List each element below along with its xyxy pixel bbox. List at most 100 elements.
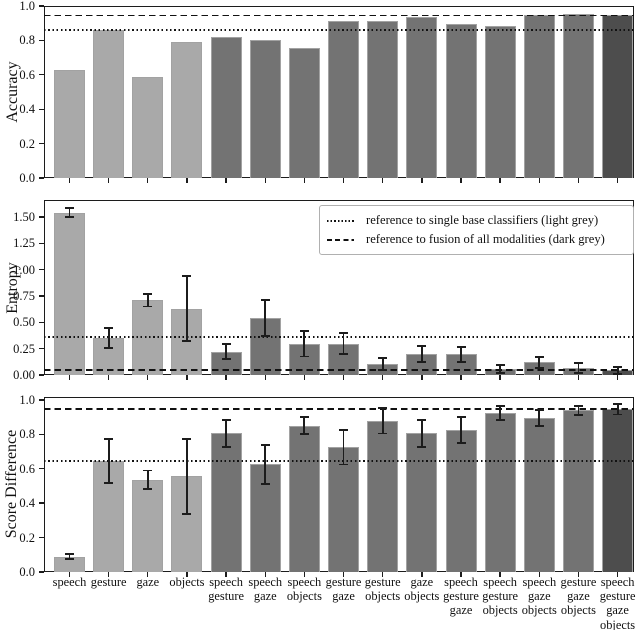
error-bar bbox=[577, 363, 580, 373]
dashed-line-sample-icon bbox=[327, 238, 354, 241]
y-tick-label: 1.0 bbox=[19, 392, 35, 407]
error-bar-cap bbox=[613, 413, 623, 416]
x-tick-mark bbox=[264, 572, 266, 577]
y-tick-label: 0.6 bbox=[19, 67, 35, 82]
x-tick-mark bbox=[68, 572, 71, 577]
x-axis-label-line: gesture bbox=[443, 589, 479, 604]
bar-gesture-gaze-objects bbox=[562, 13, 594, 178]
error-bar-cap bbox=[495, 364, 505, 366]
y-tick-mark bbox=[39, 295, 44, 297]
error-bar-cap bbox=[299, 416, 309, 419]
y-tick-label: 1.0 bbox=[19, 0, 35, 13]
bar-gaze bbox=[132, 76, 164, 178]
error-bar-cap bbox=[417, 345, 427, 347]
error-bar-cap bbox=[182, 513, 192, 516]
y-tick-mark bbox=[39, 571, 44, 573]
error-bar bbox=[381, 407, 384, 434]
y-tick-label: 1.00 bbox=[13, 262, 35, 277]
error-bar bbox=[186, 438, 188, 515]
error-bar bbox=[146, 470, 149, 490]
x-tick-mark bbox=[225, 178, 227, 183]
error-bar-cap bbox=[65, 215, 74, 218]
x-axis-label-line: speech bbox=[287, 575, 322, 589]
y-tick-mark bbox=[39, 108, 44, 110]
x-tick-mark bbox=[107, 572, 110, 577]
error-bar-cap bbox=[182, 437, 192, 440]
bar-gaze bbox=[132, 479, 164, 572]
error-bar-cap bbox=[143, 305, 153, 308]
x-tick-mark bbox=[303, 178, 306, 183]
error-bar-cap bbox=[417, 418, 427, 421]
x-axis-label-line: objects bbox=[404, 589, 440, 604]
error-bar-cap bbox=[182, 274, 192, 277]
error-bar-cap bbox=[613, 365, 623, 368]
legend-item-single-ref: reference to single base classifiers (li… bbox=[327, 211, 627, 230]
x-tick-mark bbox=[421, 572, 423, 577]
y-tick-label: 0.75 bbox=[13, 288, 35, 303]
x-axis-label-line: objects bbox=[482, 603, 518, 618]
x-tick-mark bbox=[382, 375, 384, 380]
y-tick-label: 1.25 bbox=[13, 236, 35, 251]
x-axis-label-line: objects bbox=[600, 617, 636, 630]
bar-speech-gesture-gaze bbox=[445, 430, 477, 572]
y-tick-mark bbox=[39, 5, 44, 7]
error-bar bbox=[420, 346, 423, 362]
bar-gaze-objects bbox=[406, 17, 438, 178]
y-tick-mark bbox=[39, 433, 44, 436]
x-axis-category-label: gesture bbox=[85, 575, 133, 589]
y-tick-mark bbox=[39, 536, 44, 539]
y-tick-mark bbox=[39, 399, 44, 401]
x-tick-mark bbox=[616, 572, 619, 577]
error-bar bbox=[303, 331, 306, 357]
y-tick-mark bbox=[39, 321, 44, 323]
bar-speech-gesture-objects bbox=[484, 25, 516, 178]
bar-speech-gaze-objects bbox=[523, 417, 555, 572]
x-tick-mark bbox=[68, 375, 71, 380]
y-tick-mark bbox=[39, 242, 44, 244]
x-axis-label-line: speech bbox=[444, 575, 478, 589]
error-bar bbox=[460, 347, 462, 362]
error-bar bbox=[264, 444, 267, 485]
error-bar bbox=[420, 419, 423, 448]
bar-speech-gesture-gaze-objects bbox=[602, 15, 634, 178]
bar-speech-gesture-gaze bbox=[445, 24, 477, 178]
error-bar-cap bbox=[613, 403, 623, 406]
y-tick-mark bbox=[39, 374, 44, 376]
x-tick-mark bbox=[107, 375, 110, 380]
x-tick-mark bbox=[577, 572, 580, 577]
x-axis-category-label: speech gesture gaze bbox=[437, 575, 485, 618]
error-bar bbox=[225, 344, 228, 360]
bar-speech-gaze bbox=[249, 40, 281, 178]
x-tick-mark bbox=[342, 178, 345, 183]
bar-gesture-objects bbox=[367, 20, 399, 178]
error-bar-cap bbox=[456, 346, 466, 348]
x-tick-mark bbox=[303, 572, 306, 577]
x-axis-category-label: speech gesture bbox=[202, 575, 250, 603]
x-axis-label-line: objects bbox=[521, 603, 557, 618]
x-tick-mark bbox=[499, 375, 501, 380]
y-tick-label: 0.25 bbox=[13, 341, 35, 356]
error-bar-cap bbox=[260, 335, 270, 337]
x-axis-label-line: speech bbox=[209, 575, 243, 589]
x-tick-mark bbox=[68, 178, 71, 183]
y-tick-mark bbox=[39, 74, 44, 76]
x-axis-category-label: gesture gaze objects bbox=[554, 575, 602, 618]
x-axis-label-line: gaze bbox=[527, 589, 551, 604]
error-bar bbox=[186, 275, 188, 342]
error-bar-cap bbox=[299, 433, 309, 436]
x-tick-mark bbox=[499, 572, 501, 577]
bar-gesture-gaze bbox=[328, 20, 360, 178]
error-bar-cap bbox=[104, 437, 114, 440]
x-axis-category-label: speech objects bbox=[280, 575, 328, 603]
legend-label: reference to single base classifiers (li… bbox=[366, 213, 599, 227]
x-tick-mark bbox=[538, 375, 540, 380]
error-bar-cap bbox=[534, 356, 544, 359]
error-bar-cap bbox=[339, 463, 349, 466]
y-tick-label: 0.8 bbox=[19, 427, 35, 442]
error-bar-cap bbox=[143, 292, 153, 295]
error-bar-cap bbox=[339, 332, 349, 335]
error-bar-cap bbox=[143, 488, 153, 491]
x-tick-mark bbox=[147, 178, 149, 183]
x-axis-label-line: speech bbox=[52, 575, 87, 589]
error-bar-cap bbox=[378, 357, 388, 360]
